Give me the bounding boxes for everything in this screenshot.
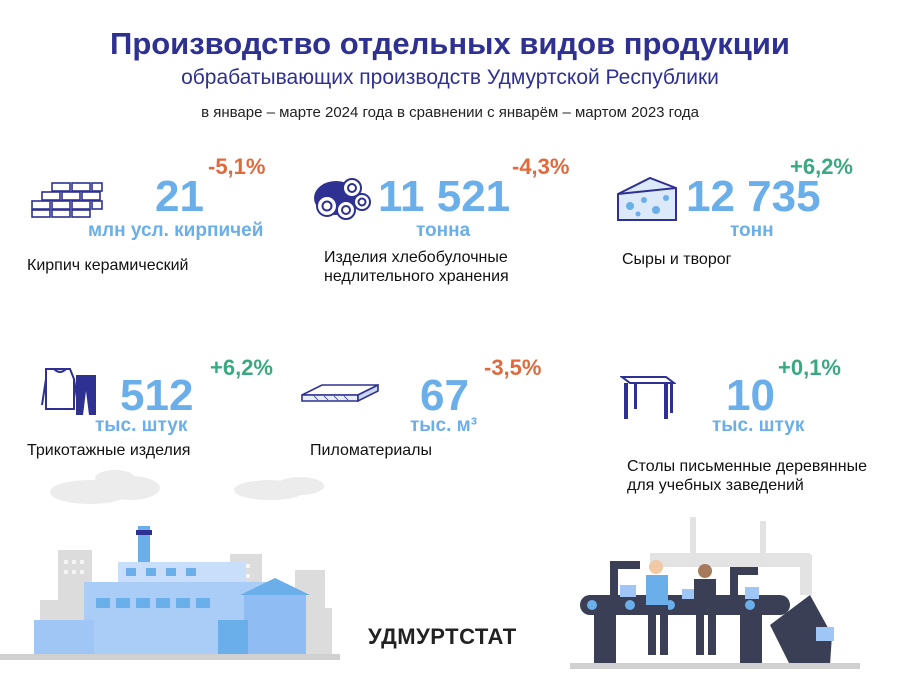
brand-logo-text: УДМУРТСТАТ bbox=[368, 624, 517, 649]
item-bread: -4,3% 11 521 тонна Изделия хлебобулочные… bbox=[300, 140, 600, 300]
change-badge: -4,3% bbox=[512, 154, 570, 179]
cheese-icon bbox=[617, 176, 677, 221]
item-label: Трикотажные изделия bbox=[27, 442, 191, 459]
value-number: 12 735 bbox=[686, 172, 821, 221]
bread-rings-icon bbox=[314, 178, 371, 220]
item-label: Столы письменные деревянные для учебных … bbox=[627, 458, 867, 494]
value-unit: тыс. штук bbox=[95, 415, 188, 436]
value-unit: тонна bbox=[416, 220, 471, 241]
value-unit: тыс. м³ bbox=[410, 415, 478, 436]
value-number: 21 bbox=[155, 172, 204, 221]
value-number: 512 bbox=[120, 371, 194, 420]
item-label: Кирпич керамический bbox=[27, 257, 189, 274]
item-cheese: +6,2% 12 735 тонн Сыры и творог bbox=[600, 140, 900, 300]
item-label: Пиломатериалы bbox=[310, 442, 433, 459]
item-lumber: -3,5% 67 тыс. м³ Пиломатериалы bbox=[300, 345, 600, 505]
item-label: Сыры и творог bbox=[622, 251, 732, 268]
desk-icon bbox=[620, 376, 676, 419]
item-desks: +0,1% 10 тыс. штук Столы письменные дере… bbox=[600, 345, 900, 505]
change-badge: +6,2% bbox=[210, 355, 273, 380]
assembly-line-illustration bbox=[570, 517, 860, 669]
change-badge: -3,5% bbox=[484, 355, 542, 380]
change-badge: +0,1% bbox=[778, 355, 841, 380]
change-badge: +6,2% bbox=[790, 154, 853, 179]
page-subtitle: обрабатывающих производств Удмуртской Ре… bbox=[181, 66, 719, 89]
page-title: Производство отдельных видов продукции bbox=[110, 26, 790, 61]
brick-wall-icon bbox=[31, 182, 103, 218]
change-badge: -5,1% bbox=[208, 154, 266, 179]
sweater-pants-icon bbox=[41, 368, 96, 415]
item-bricks: -5,1% 21 млн усл. кирпичей Кирпич керами… bbox=[0, 140, 300, 300]
item-label: Изделия хлебобулочные недлительного хран… bbox=[324, 249, 509, 285]
period-caption: в январе – марте 2024 года в сравнении с… bbox=[201, 104, 699, 121]
value-unit: тонн bbox=[730, 220, 774, 241]
value-number: 67 bbox=[420, 371, 469, 420]
value-number: 11 521 bbox=[378, 172, 511, 221]
value-unit: млн усл. кирпичей bbox=[88, 220, 264, 241]
value-number: 10 bbox=[726, 371, 775, 420]
lumber-board-icon bbox=[301, 383, 379, 403]
factory-illustration bbox=[0, 470, 340, 660]
value-unit: тыс. штук bbox=[712, 415, 805, 436]
item-knitwear: +6,2% 512 тыс. штук Трикотажные изделия bbox=[0, 345, 300, 505]
